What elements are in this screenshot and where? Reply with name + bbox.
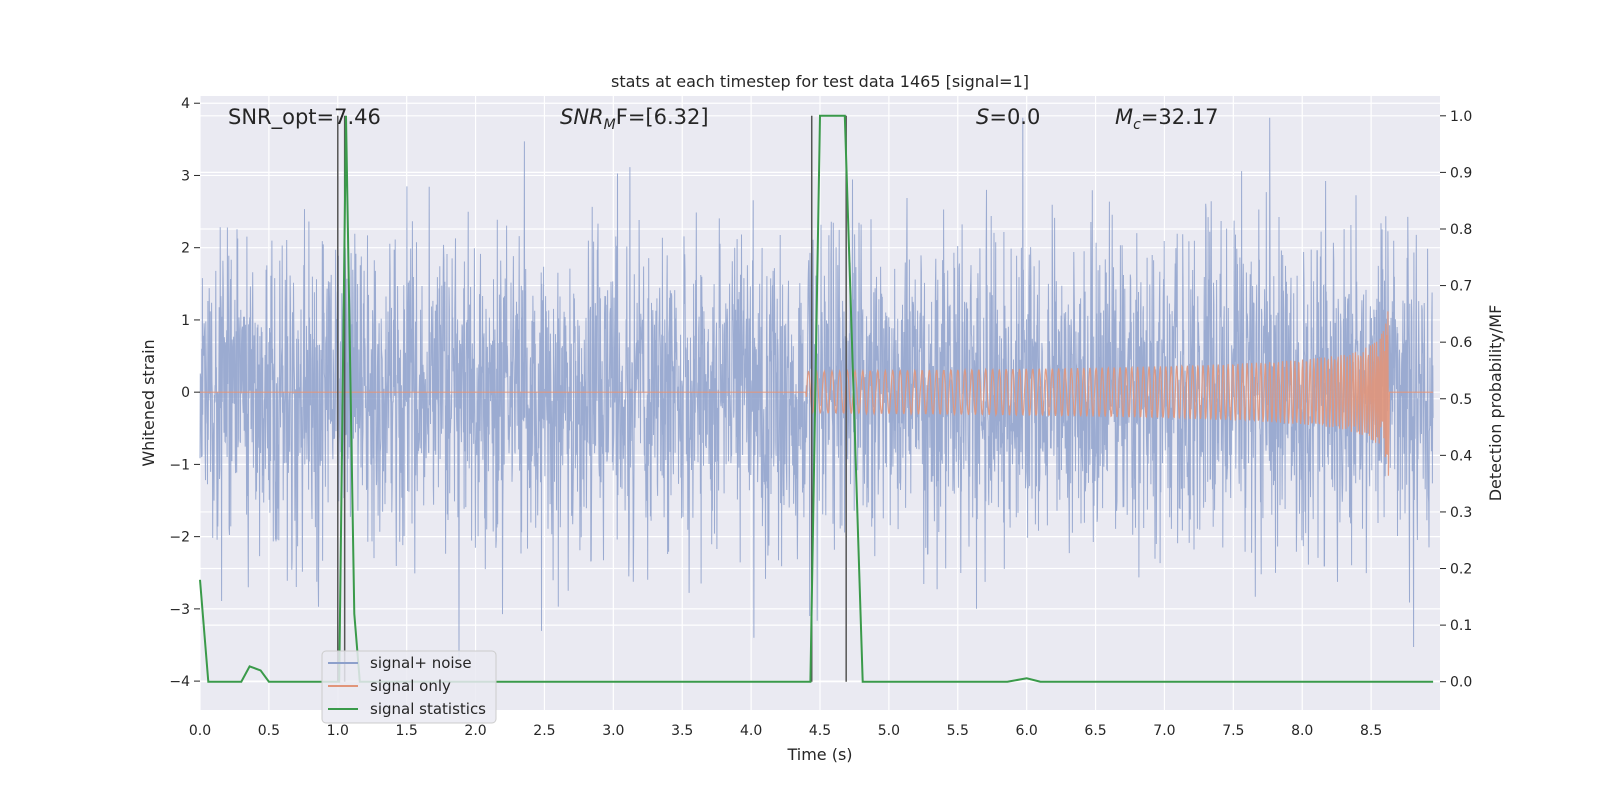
x-tick-label: 4.0 bbox=[740, 723, 762, 739]
mc-main: M bbox=[1115, 105, 1133, 129]
y2-tick-label: 0.4 bbox=[1450, 448, 1472, 464]
y-tick-label: 0 bbox=[181, 385, 190, 401]
y-tick-label: 1 bbox=[181, 313, 190, 329]
x-tick-label: 1.5 bbox=[396, 723, 418, 739]
x-tick-label: 3.0 bbox=[602, 723, 624, 739]
mc-sub: c bbox=[1133, 117, 1141, 133]
y-tick-label: 4 bbox=[181, 96, 190, 112]
y2-tick-label: 0.0 bbox=[1450, 675, 1472, 691]
y2-tick-label: 0.8 bbox=[1450, 222, 1472, 238]
y-tick-label: −1 bbox=[169, 457, 190, 473]
x-tick-label: 7.5 bbox=[1222, 723, 1244, 739]
x-tick-label: 4.5 bbox=[809, 723, 831, 739]
y2-tick-label: 0.2 bbox=[1450, 562, 1472, 578]
snr-mf-sub: M bbox=[604, 117, 616, 133]
y-tick-label: 3 bbox=[181, 168, 190, 184]
legend-label-signal-only: signal only bbox=[370, 677, 451, 695]
legend-box bbox=[321, 650, 497, 724]
y-tick-label: −3 bbox=[169, 602, 190, 618]
x-tick-label: 5.0 bbox=[878, 723, 900, 739]
x-axis-label: Time (s) bbox=[786, 745, 852, 764]
mc-annotation: Mc=32.17 bbox=[1115, 105, 1219, 133]
y2-axis-ticks: 1.0 0.9 0.8 0.7 0.6 0.5 0.4 0.3 0.2 0.1 0.0 bbox=[1440, 109, 1472, 691]
y-tick-label: −4 bbox=[169, 674, 190, 690]
x-tick-label: 1.0 bbox=[327, 723, 349, 739]
chart-title: stats at each timestep for test data 146… bbox=[611, 72, 1029, 91]
x-tick-label: 6.5 bbox=[1084, 723, 1106, 739]
x-tick-label: 8.5 bbox=[1360, 723, 1382, 739]
x-tick-label: 2.0 bbox=[464, 723, 486, 739]
y2-tick-label: 0.9 bbox=[1450, 165, 1472, 181]
y2-tick-label: 0.6 bbox=[1450, 335, 1472, 351]
y2-tick-label: 0.7 bbox=[1450, 279, 1472, 295]
snr-mf-main: SNR bbox=[560, 105, 604, 129]
x-tick-label: 8.0 bbox=[1291, 723, 1313, 739]
x-tick-label: 2.5 bbox=[533, 723, 555, 739]
s-annotation: S=0.0 bbox=[976, 105, 1040, 129]
y-tick-label: −2 bbox=[169, 530, 190, 546]
y-axis-label: Whitened strain bbox=[139, 339, 158, 466]
x-tick-label: 0.5 bbox=[258, 723, 280, 739]
x-axis-ticks: 0.0 0.5 1.0 1.5 2.0 2.5 3.0 3.5 4.0 4.5 5.0 5.5 6.0 6… bbox=[189, 723, 1382, 739]
signal-statistics-layer bbox=[199, 114, 1434, 683]
legend-label-signal-noise: signal+ noise bbox=[370, 654, 472, 672]
signal-statistics-line bbox=[199, 114, 1434, 683]
y2-tick-label: 0.1 bbox=[1450, 618, 1472, 634]
y2-tick-label: 1.0 bbox=[1450, 109, 1472, 125]
s-main: S bbox=[976, 105, 989, 129]
s-rest: =0.0 bbox=[989, 105, 1040, 129]
y2-tick-label: 0.5 bbox=[1450, 392, 1472, 408]
legend: signal+ noise signal only signal statist… bbox=[321, 650, 497, 724]
y2-axis-label: Detection probability/MF bbox=[1486, 305, 1505, 502]
mc-rest: =32.17 bbox=[1141, 105, 1219, 129]
x-tick-label: 6.0 bbox=[1016, 723, 1038, 739]
snr-opt-annotation: SNR_opt=7.46 bbox=[228, 105, 381, 130]
y-tick-label: 2 bbox=[181, 241, 190, 257]
x-tick-label: 0.0 bbox=[189, 723, 211, 739]
x-tick-label: 5.5 bbox=[947, 723, 969, 739]
legend-label-signal-statistics: signal statistics bbox=[370, 700, 486, 718]
snr-mf-rest: F=[6.32] bbox=[616, 105, 709, 129]
y2-tick-label: 0.3 bbox=[1450, 505, 1472, 521]
y-axis-ticks: 4 3 2 1 0 −1 −2 −3 −4 bbox=[169, 96, 200, 690]
x-tick-label: 3.5 bbox=[671, 723, 693, 739]
x-tick-label: 7.0 bbox=[1153, 723, 1175, 739]
snr-mf-annotation: SNRMF=[6.32] bbox=[560, 105, 709, 133]
